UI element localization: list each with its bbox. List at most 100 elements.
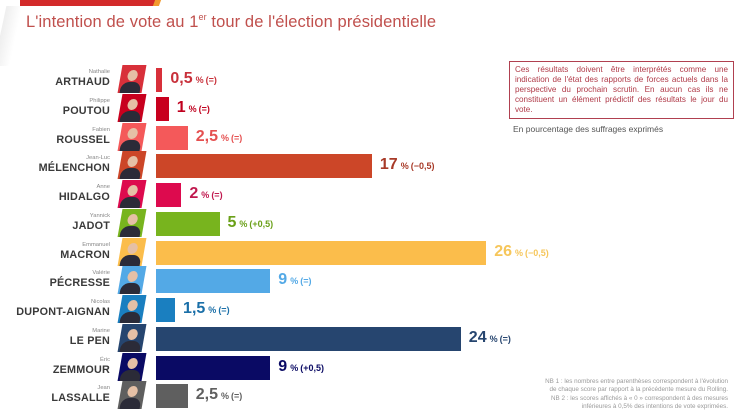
photo-head-shape (126, 127, 139, 139)
photo-head-shape (126, 156, 139, 168)
value-label: 24% (=) (469, 329, 511, 347)
disclaimer-box: Ces résultats doivent être interprétés c… (509, 61, 734, 119)
candidate-photo (117, 65, 147, 93)
bar-m-lenchon (156, 154, 372, 179)
candidate-photo (117, 323, 147, 352)
value-change: (+0,5) (300, 362, 324, 373)
footnote-line: inférieures à 0,5% des intentions de vot… (581, 402, 728, 410)
candidate-last-name: LE PEN (69, 334, 110, 347)
value-label: 9% (=) (278, 271, 311, 289)
candidate-first-name: Nicolas (90, 299, 110, 305)
candidate-photo (117, 151, 147, 180)
value-unit: % (195, 75, 204, 85)
bar-hidalgo (156, 183, 182, 207)
value-change: (+0,5) (249, 218, 274, 229)
candidate-last-name: ZEMMOUR (52, 363, 110, 376)
candidate-name: Éric ZEMMOUR (53, 356, 110, 376)
bar-dupont-aignan (156, 298, 176, 322)
value-number: 26 (494, 242, 512, 260)
value-number: 1,5 (183, 300, 206, 317)
value-change: (=) (499, 333, 511, 344)
value-change: (=) (231, 132, 243, 143)
candidate-first-name: Valérie (92, 270, 110, 277)
title-superscript: er (198, 12, 207, 22)
chart-row: Anne HIDALGO 2% (=) (0, 180, 740, 208)
value-change: (=) (300, 276, 312, 287)
candidate-name: Nathalie ARTHAUD (55, 68, 110, 88)
value-number: 0,5 (170, 70, 193, 87)
title-text-end: tour de l'élection présidentielle (206, 13, 437, 31)
candidate-photo (117, 208, 147, 237)
candidate-photo (117, 381, 147, 410)
bar-jadot (156, 211, 220, 236)
candidate-name: Valérie PÉCRESSE (50, 269, 110, 289)
value-label: 0,5% (=) (170, 70, 217, 88)
bar-roussel (156, 125, 188, 150)
candidate-name: Nicolas DUPONT-AIGNAN (16, 298, 110, 318)
candidate-first-name: Anne (96, 184, 110, 190)
value-unit: % (221, 391, 230, 402)
photo-head-shape (126, 386, 139, 398)
candidate-last-name: HIDALGO (58, 191, 110, 203)
candidate-name: Emmanuel MACRON (60, 241, 110, 261)
candidate-last-name: JADOT (72, 219, 110, 232)
candidate-photo (117, 295, 147, 323)
candidate-name: Marine LE PEN (70, 327, 110, 347)
value-number: 24 (468, 328, 487, 346)
value-number: 9 (278, 271, 288, 289)
chart-row: Nicolas DUPONT-AIGNAN 1,5% (=) (0, 295, 740, 323)
chart-row: Philippe POUTOU 1% (=) (0, 93, 740, 122)
photo-body-shape (119, 197, 142, 208)
photo-head-shape (126, 98, 139, 110)
value-change: (−0,5) (525, 247, 549, 258)
footnotes: NB 1 : les nombres entre parenthèses cor… (498, 378, 728, 411)
bar-le-pen (156, 326, 461, 351)
candidate-name: Jean-Luc MÉLENCHON (39, 154, 110, 174)
footnote-line: NB 2 : les scores affichés à « 0 » corre… (551, 394, 728, 402)
bar-macron (156, 240, 487, 265)
value-unit: % (208, 305, 217, 315)
footnote-line: de chaque score par rapport à la précéde… (549, 386, 728, 394)
value-change: (=) (211, 190, 223, 200)
value-unit: % (188, 103, 197, 114)
candidate-first-name: Éric (100, 356, 110, 363)
value-change: (=) (198, 103, 210, 114)
value-change: (=) (218, 305, 230, 315)
photo-body-shape (119, 312, 142, 323)
candidate-name: Yannick JADOT (72, 212, 110, 232)
value-label: 17% (−0,5) (380, 156, 435, 174)
value-number: 2,5 (195, 127, 218, 145)
candidate-first-name: Philippe (89, 97, 110, 104)
value-number: 5 (227, 213, 237, 231)
value-label: 1,5% (=) (183, 300, 230, 318)
photo-body-shape (119, 283, 142, 295)
value-change: (=) (231, 391, 243, 402)
value-unit: % (400, 161, 409, 172)
photo-head-shape (126, 357, 139, 369)
candidate-last-name: DUPONT-AIGNAN (16, 306, 110, 318)
candidate-first-name: Fabien (92, 126, 110, 133)
value-number: 2,5 (195, 386, 218, 404)
value-unit: % (201, 190, 210, 200)
value-unit: % (489, 333, 498, 344)
photo-body-shape (119, 139, 142, 151)
candidate-last-name: MACRON (60, 248, 110, 261)
candidate-last-name: LASSALLE (51, 392, 110, 405)
photo-body-shape (119, 398, 142, 410)
photo-head-shape (126, 213, 139, 225)
photo-head-shape (126, 300, 139, 311)
value-unit: % (514, 247, 523, 258)
photo-head-shape (126, 328, 139, 340)
photo-body-shape (119, 340, 142, 352)
side-decoration (0, 6, 23, 66)
header-accent-orange (152, 0, 162, 6)
bar-zemmour (156, 355, 271, 380)
unit-subtitle: En pourcentage des suffrages exprimés (513, 124, 664, 134)
value-unit: % (221, 132, 230, 143)
candidate-name: Philippe POUTOU (63, 97, 110, 117)
value-unit: % (290, 362, 299, 373)
candidate-last-name: ARTHAUD (55, 76, 110, 88)
chart-row: Marine LE PEN 24% (=) (0, 323, 740, 352)
value-unit: % (290, 276, 299, 287)
photo-body-shape (119, 369, 142, 381)
